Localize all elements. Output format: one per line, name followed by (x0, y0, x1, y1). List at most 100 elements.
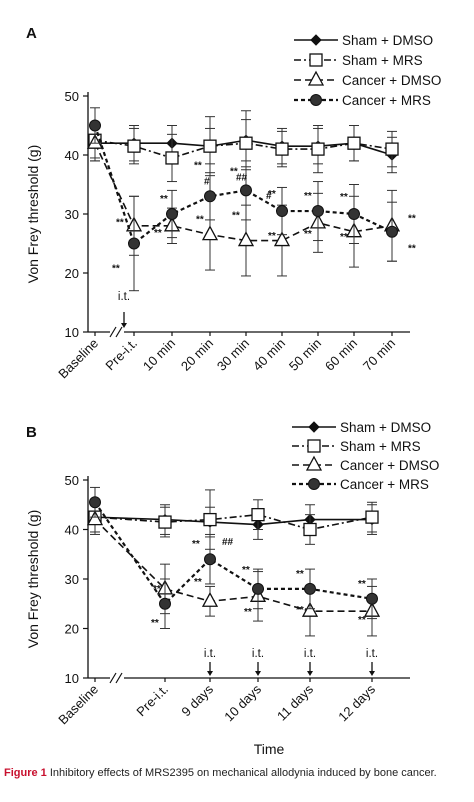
x-tick-label: 20 min (178, 336, 216, 374)
cancer-mrs-point (386, 225, 398, 238)
legend-sham-mrs-marker (307, 439, 321, 453)
cancer-mrs-point (348, 208, 360, 220)
x-tick-label: 11 days (274, 681, 316, 723)
y-tick-label: 10 (65, 325, 79, 340)
cancer-mrs-point (276, 205, 288, 218)
x-tick-label: Pre-i.t. (133, 682, 171, 720)
y-tick-label: 50 (65, 473, 79, 488)
caption-text: Inhibitory effects of MRS2395 on mechani… (49, 767, 437, 779)
it-arrow-head (307, 671, 313, 676)
legend-sham-dmso-label: Sham + DMSO (342, 33, 433, 48)
y-axis-label: Von Frey threshold (g) (25, 145, 41, 284)
it-label: i.t. (118, 291, 130, 303)
sham-mrs-point (203, 512, 217, 527)
axis-break-mark (109, 326, 117, 338)
it-label: i.t. (204, 648, 216, 660)
significance-annotation: ** (408, 244, 416, 255)
legend-cancer-dmso-marker (305, 455, 323, 471)
sham-mrs-point (385, 142, 399, 156)
cancer-dmso-point (201, 591, 219, 607)
x-tick-label: 60 min (322, 336, 360, 374)
legend-sham-mrs-label: Sham + MRS (342, 53, 423, 68)
y-tick-label: 30 (65, 572, 79, 587)
y-tick-label: 20 (65, 622, 79, 637)
it-label: i.t. (252, 648, 264, 660)
cancer-mrs-point (204, 190, 216, 203)
sham-dmso-line (94, 516, 372, 526)
x-tick-label: Baseline (55, 682, 101, 728)
cancer-dmso-point (237, 231, 255, 247)
y-tick-label: 30 (65, 207, 79, 222)
cancer-mrs-point (366, 592, 378, 605)
significance-annotation: ** (304, 229, 312, 240)
x-tick-label: 9 days (178, 681, 216, 719)
legend-cancer-mrs-marker (310, 94, 322, 106)
axis-break-mark (115, 672, 123, 684)
cancer-mrs-point (159, 597, 171, 610)
sham-mrs-line (94, 513, 373, 531)
significance-annotation: ** (358, 579, 366, 590)
cancer-mrs-point (304, 582, 316, 595)
caption-label: Figure 1 (4, 767, 47, 779)
panel-a-chart: A 10 20 30 40 50 Von Frey threshold (g) Baselin… (25, 25, 441, 382)
legend-cancer-dmso-marker (307, 70, 325, 86)
sham-mrs-point (165, 151, 179, 165)
figure-caption: Figure 1 Inhibitory effects of MRS2395 o… (4, 766, 470, 780)
y-tick-label: 50 (65, 89, 79, 104)
significance-annotation: ** (116, 218, 124, 229)
significance-annotation: ** (340, 192, 348, 203)
it-arrow-head (207, 671, 213, 676)
significance-annotation: # (266, 191, 272, 202)
it-label: i.t. (304, 648, 316, 660)
legend-sham-dmso-label: Sham + DMSO (340, 420, 431, 435)
x-tick-label: Pre-i.t. (102, 336, 140, 374)
significance-annotation: ## (222, 537, 234, 548)
it-arrow-head (369, 671, 375, 676)
y-tick-label: 20 (65, 266, 79, 281)
y-tick-label: 40 (65, 523, 79, 538)
cancer-mrs-point (240, 184, 252, 197)
significance-annotation: ** (340, 232, 348, 243)
cancer-mrs-point (204, 553, 216, 566)
significance-annotation: ** (196, 214, 204, 225)
x-tick-label: 70 min (360, 336, 398, 374)
sham-mrs-point (275, 142, 289, 156)
significance-annotation: ** (358, 615, 366, 626)
legend-cancer-dmso-label: Cancer + DMSO (342, 73, 441, 88)
significance-annotation: ** (151, 618, 159, 629)
axis-break-mark (109, 672, 117, 684)
legend-cancer-dmso-label: Cancer + DMSO (340, 458, 439, 473)
legend-sham-mrs-marker (309, 53, 323, 67)
significance-annotation: ** (230, 166, 238, 177)
significance-annotation: ** (194, 577, 202, 588)
sham-mrs-point (239, 136, 253, 150)
x-axis-label: Time (254, 741, 285, 757)
significance-annotation: ** (194, 160, 202, 171)
significance-annotation: ** (192, 539, 200, 550)
x-tick-label: 30 min (214, 336, 252, 374)
significance-annotation: ** (296, 569, 304, 580)
x-tick-label: 50 min (286, 336, 324, 374)
legend-cancer-mrs-label: Cancer + MRS (340, 477, 429, 492)
sham-mrs-point (158, 515, 172, 529)
y-tick-label: 10 (65, 671, 79, 686)
x-tick-label: Baseline (55, 336, 101, 382)
it-arrow-head (121, 323, 127, 328)
cancer-mrs-point (89, 496, 101, 509)
cancer-dmso-line (94, 519, 372, 612)
cancer-dmso-point (301, 601, 319, 617)
significance-annotation: ** (244, 607, 252, 618)
significance-annotation: ** (112, 264, 120, 275)
legend-sham-dmso-marker (310, 34, 322, 46)
x-tick-label: 12 days (335, 681, 378, 724)
significance-annotation: ** (242, 565, 250, 576)
sham-mrs-point (365, 510, 379, 524)
y-tick-label: 40 (65, 148, 79, 163)
cancer-dmso-point (86, 510, 104, 526)
panel-b-chart: B 10 20 30 40 50 Von Frey threshold (g) Baselin… (25, 420, 439, 757)
significance-annotation: ** (268, 231, 276, 242)
significance-annotation: ** (154, 228, 162, 239)
cancer-mrs-point (166, 208, 178, 220)
significance-annotation: ** (153, 584, 161, 595)
sham-mrs-point (303, 522, 317, 537)
